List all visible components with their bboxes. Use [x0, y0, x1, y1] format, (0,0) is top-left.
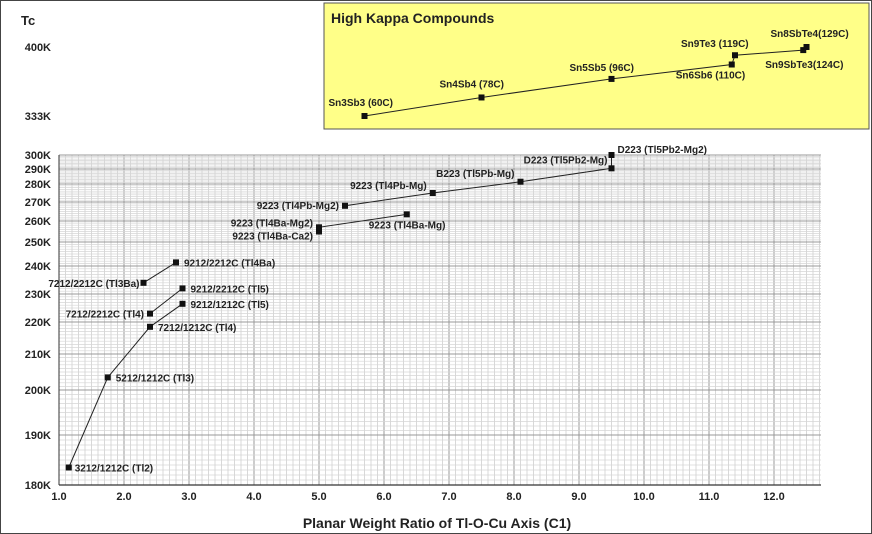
- y-tick-label: 220K: [25, 317, 51, 329]
- series-5-point: [342, 202, 348, 209]
- x-tick-label: 1.0: [51, 491, 66, 503]
- series-4-point: [403, 211, 410, 218]
- x-tick-label: 11.0: [699, 491, 720, 503]
- series-5-point: [608, 152, 615, 158]
- y-tick-label: 250K: [25, 237, 51, 249]
- inset-point: [803, 44, 810, 50]
- y-tick-label: 333K: [25, 111, 51, 123]
- series-4-point-label: 9223 (Tl4Ba-Mg): [369, 220, 446, 231]
- y-axis-title: Tc: [21, 13, 35, 28]
- series-1-point: [65, 464, 72, 471]
- series-1-point-label: 7212/1212C (Tl4): [158, 323, 236, 334]
- x-axis-title: Planar Weight Ratio of Tl-O-Cu Axis (C1): [303, 515, 571, 531]
- series-1-point: [104, 374, 111, 381]
- series-3-point: [140, 279, 147, 286]
- y-tick-label: 240K: [25, 261, 51, 273]
- series-1-point-label: 5212/1212C (Tl3): [116, 373, 194, 384]
- y-tick-label: 230K: [25, 289, 51, 301]
- series-5-point-label: B223 (Tl5Pb-Mg): [436, 169, 514, 180]
- grid: [58, 154, 821, 486]
- inset-point-label: Sn8SbTe4(129C): [771, 29, 849, 40]
- inset-point-label: Sn4Sb4 (78C): [440, 79, 504, 90]
- series-5-point-label: D223 (Tl5Pb2-Mg2): [618, 145, 707, 156]
- series-4-point-label: 9223 (Tl4Ba-Ca2): [232, 232, 313, 243]
- inset-point: [361, 113, 368, 119]
- inset-point-label: Sn9SbTe3(124C): [765, 60, 843, 71]
- y-tick-label: 270K: [25, 197, 51, 209]
- x-tick-label: 5.0: [311, 491, 326, 503]
- y-tick-label: 210K: [25, 349, 51, 361]
- series-2-point-label: 9212/2212C (Tl5): [191, 284, 269, 295]
- series-5-point-label: D223 (Tl5Pb2-Mg): [524, 155, 608, 166]
- y-tick-label: 290K: [25, 164, 51, 176]
- series-2-point: [147, 310, 153, 317]
- series-2-point-label: 7212/2212C (Tl4): [66, 310, 144, 321]
- inset-point: [478, 94, 485, 101]
- series-3-point-label: 7212/2212C (Tl3Ba): [48, 279, 139, 290]
- x-tick-label: 12.0: [763, 491, 784, 503]
- series-1-point-label: 3212/1212C (Tl2): [75, 464, 153, 475]
- series-layer: 3212/1212C (Tl2) 5212/1212C (Tl3) 7212/121…: [48, 145, 707, 475]
- y-tick-label: 280K: [25, 179, 51, 191]
- y-tick-label: 190K: [25, 430, 51, 442]
- series-4-point: [316, 228, 322, 235]
- axes: 1.0 2.0 3.0 4.0 5.0 6.0 7.0 8.0 9.0 10.0 11.0 12.0 1…: [25, 42, 821, 503]
- y-tick-label: 200K: [25, 385, 51, 397]
- series-5-point: [608, 165, 615, 172]
- inset-title: High Kappa Compounds: [331, 10, 495, 26]
- inset-point-label: Sn6Sb6 (110C): [676, 71, 745, 82]
- x-tick-label: 10.0: [633, 491, 654, 503]
- inset-series: Sn3Sb3 (60C) Sn4Sb4 (78C) Sn5Sb5 (96C) Sn6S…: [329, 29, 849, 119]
- series-1-point: [147, 323, 153, 330]
- series-3-point: [173, 259, 179, 266]
- x-tick-label: 6.0: [376, 491, 391, 503]
- x-tick-label: 3.0: [181, 491, 196, 503]
- inset-point: [732, 52, 738, 59]
- x-tick-label: 7.0: [441, 491, 456, 503]
- series-1-point: [179, 300, 186, 307]
- series-2-point: [179, 285, 186, 292]
- y-tick-label: 260K: [25, 216, 51, 228]
- series-5-point-label: 9223 (Tl4Pb-Mg): [350, 181, 427, 192]
- series-5-point-label: 9223 (Tl4Pb-Mg2): [257, 201, 339, 212]
- inset-point-label: Sn3Sb3 (60C): [329, 98, 393, 109]
- series-1-line: [68, 303, 183, 468]
- series-1-point-label: 9212/1212C (Tl5): [191, 300, 269, 311]
- series-4-point-label: 9223 (Tl4Ba-Mg2): [231, 218, 313, 229]
- series-2-line: [149, 288, 183, 314]
- series-4-point: [316, 224, 322, 231]
- inset-point: [608, 75, 615, 82]
- series-5-point: [517, 178, 524, 185]
- x-tick-label: 4.0: [246, 491, 261, 503]
- series-5-point: [429, 190, 436, 196]
- x-tick-label: 9.0: [571, 491, 586, 503]
- x-tick-label: 8.0: [506, 491, 521, 503]
- inset-point-label: Sn9Te3 (119C): [681, 39, 749, 50]
- x-tick-label: 2.0: [116, 491, 131, 503]
- y-tick-label: 400K: [25, 42, 51, 54]
- inset-point: [800, 47, 807, 54]
- y-tick-label: 300K: [25, 150, 51, 162]
- series-3-line: [143, 261, 177, 284]
- y-tick-label: 180K: [25, 480, 51, 492]
- inset-point: [728, 61, 735, 68]
- inset-point-label: Sn5Sb5 (96C): [570, 63, 634, 74]
- series-3-point-label: 9212/2212C (Tl4Ba): [184, 258, 275, 269]
